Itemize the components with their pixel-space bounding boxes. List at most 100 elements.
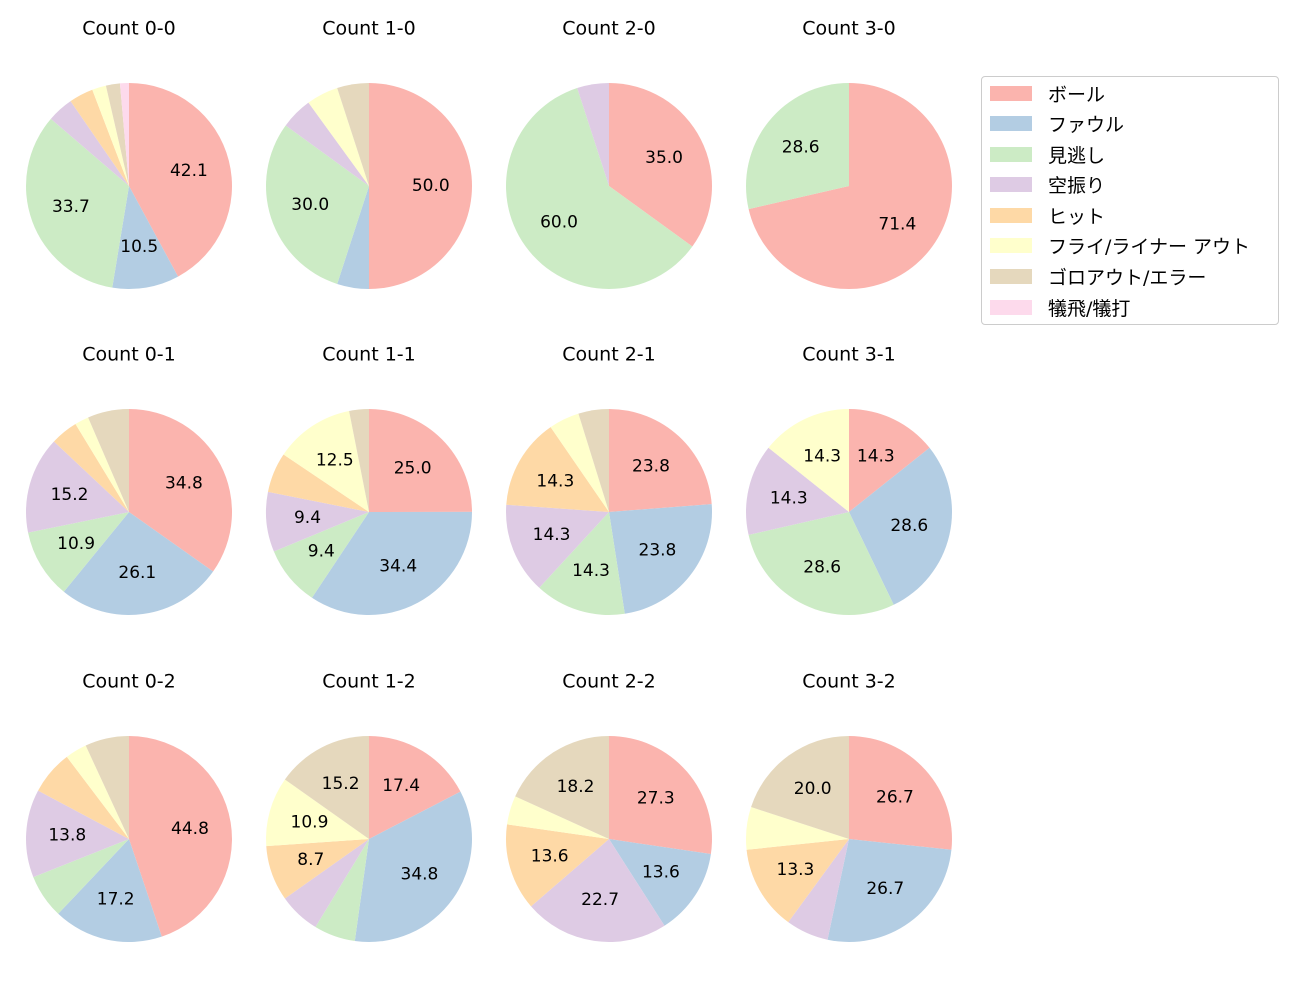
pie-slice-label: 22.7	[581, 890, 619, 910]
pie-slice	[531, 839, 665, 943]
pie-slice-label: 23.8	[639, 540, 677, 560]
pie-slice	[849, 447, 953, 605]
pie-slice-label: 34.8	[401, 865, 439, 885]
legend-swatch-ball	[990, 85, 1032, 101]
pie-slice-label: 8.7	[297, 850, 324, 870]
pie-slice	[88, 409, 129, 512]
legend-item-foul: ファウル	[990, 111, 1125, 136]
pie-slice-label: 9.4	[308, 541, 335, 561]
pie-slice	[315, 839, 369, 942]
pie-slice-label: 15.2	[51, 485, 89, 505]
pie-slice-label: 60.0	[540, 212, 578, 232]
pie-slice	[75, 417, 129, 512]
legend: ボール ファウル 見逃し 空振り ヒット フライ/ライナー アウト ゴロアウト/…	[981, 76, 1279, 325]
pie-slice-label: 12.5	[316, 451, 354, 471]
pie-slice	[308, 88, 369, 186]
legend-label-grounder-out-error: ゴロアウト/エラー	[1048, 266, 1207, 289]
pie-slice	[609, 839, 711, 926]
pie-slice	[550, 413, 609, 512]
pie-slice	[112, 186, 179, 290]
pie-slice-label: 15.2	[322, 774, 360, 794]
pie-slice	[266, 779, 369, 847]
pie-slice	[369, 736, 461, 839]
legend-label-sacrifice: 犠飛/犠打	[1048, 297, 1131, 320]
pie-slice	[827, 839, 952, 942]
pie-slice	[609, 83, 712, 247]
legend-item-fly-liner-out: フライ/ライナー アウト	[990, 233, 1250, 258]
pie-slice	[50, 101, 129, 186]
pie-slice	[129, 83, 232, 277]
pie-slice	[354, 791, 473, 943]
pie-slice-label: 28.6	[782, 138, 820, 158]
pie-slice	[119, 83, 129, 186]
legend-item-called-strike: 見逃し	[990, 142, 1105, 167]
pie-title: Count 1-0	[322, 18, 416, 40]
pie-slice-label: 34.8	[165, 474, 203, 494]
pie-slice-label: 44.8	[171, 819, 209, 839]
pie-slice	[63, 512, 214, 615]
legend-label-ball: ボール	[1048, 83, 1106, 106]
pie-slice-label: 18.2	[557, 777, 595, 797]
pie-slice	[266, 839, 369, 899]
pie-title: Count 3-2	[802, 671, 896, 693]
pie-count-3-2: Count 3-2 26.7 26.7 13.3 20.0	[746, 671, 952, 942]
pie-count-3-0: Count 3-0 71.4 28.6	[745, 18, 952, 289]
pie-count-0-0: Count 0-0 42.1 10.5 33.7	[25, 18, 232, 290]
pie-slice-label: 17.4	[382, 776, 420, 796]
legend-swatch-foul	[990, 115, 1032, 131]
legend-swatch-called-strike	[990, 146, 1032, 162]
pie-slice-label: 20.0	[794, 779, 832, 799]
pie-slice-label: 42.1	[170, 161, 208, 181]
legend-swatch-fly-liner-out	[990, 237, 1032, 253]
legend-item-sacrifice: 犠飛/犠打	[990, 295, 1131, 320]
pie-count-1-2: Count 1-2 17.4 34.8 8.7 10.9 15.2	[266, 671, 473, 943]
pie-slice	[66, 745, 129, 839]
pie-slice	[337, 83, 369, 186]
pie-slice	[746, 839, 849, 923]
pie-slice	[748, 83, 952, 289]
pie-slice-label: 28.6	[803, 558, 841, 578]
pie-slice	[284, 839, 369, 927]
legend-label-hit: ヒット	[1048, 205, 1106, 228]
pie-slice	[105, 83, 129, 186]
pie-slice	[38, 756, 129, 839]
pie-slice	[849, 736, 952, 850]
pie-slice	[273, 512, 369, 598]
pie-slice	[609, 736, 712, 855]
pie-slice	[58, 839, 162, 942]
pie-slice	[539, 512, 625, 615]
pie-slice	[85, 736, 129, 839]
pie-slice	[92, 85, 129, 186]
legend-item-grounder-out-error: ゴロアウト/エラー	[990, 264, 1207, 289]
pie-slice	[768, 409, 849, 512]
legend-label-foul: ファウル	[1048, 113, 1125, 136]
pie-slice-label: 35.0	[645, 148, 683, 168]
pie-slice-label: 71.4	[878, 214, 916, 234]
pie-slice-label: 14.3	[533, 525, 571, 545]
pie-slice-label: 26.7	[876, 788, 914, 808]
pie-title: Count 2-1	[562, 344, 656, 366]
pie-count-1-0: Count 1-0 50.0 30.0	[265, 18, 472, 289]
pie-title: Count 3-0	[802, 18, 896, 40]
pie-slice	[507, 796, 609, 839]
pie-slice-label: 14.3	[572, 561, 610, 581]
pie-slice-label: 30.0	[291, 195, 329, 215]
pie-slice	[265, 125, 369, 284]
pie-slice	[285, 102, 369, 186]
pie-count-2-1: Count 2-123.823.814.314.314.3	[506, 344, 713, 615]
pie-slice	[578, 408, 609, 512]
legend-item-ball: ボール	[990, 81, 1106, 106]
pie-title: Count 2-0	[562, 18, 656, 40]
pie-slice-label: 13.6	[531, 846, 569, 866]
legend-swatch-swinging-strike	[990, 176, 1032, 192]
pie-title: Count 0-0	[82, 18, 176, 40]
pie-slice-label: 34.4	[379, 556, 417, 576]
pie-title: Count 0-1	[82, 344, 176, 366]
pie-slice-label: 28.6	[890, 516, 928, 536]
pie-slice	[25, 441, 129, 533]
pie-slice-label: 50.0	[412, 176, 450, 196]
pie-title: Count 1-2	[322, 671, 416, 693]
pie-slice	[505, 824, 609, 907]
pie-slice	[25, 118, 129, 288]
